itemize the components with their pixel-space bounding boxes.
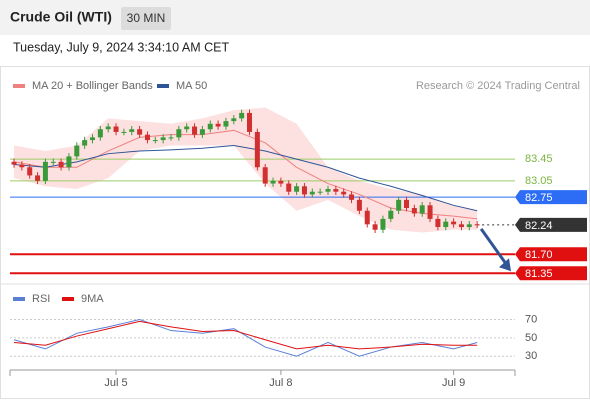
candle-body xyxy=(317,191,323,193)
candle-body xyxy=(286,183,292,192)
forecast-arrow xyxy=(479,227,509,267)
candle-body xyxy=(239,112,245,119)
interval-badge xyxy=(121,7,171,30)
candle-body xyxy=(466,224,472,228)
legend-swatch xyxy=(13,297,25,301)
candle-body xyxy=(254,131,260,168)
candle-body xyxy=(325,189,331,192)
candle-body xyxy=(27,167,33,176)
timestamp: Tuesday, July 9, 2024 3:34:10 AM CET xyxy=(13,40,229,54)
candle-body xyxy=(11,161,17,165)
candle-body xyxy=(349,194,355,200)
candle-body xyxy=(388,210,394,219)
x-tick-label: Jul 8 xyxy=(269,377,292,389)
candle-body xyxy=(309,191,315,195)
candle-body xyxy=(443,221,449,228)
legend-label: 9MA xyxy=(81,293,104,305)
level-label: 83.05 xyxy=(525,175,553,187)
candle-body xyxy=(168,137,174,139)
level-tag xyxy=(515,247,587,262)
candle-body xyxy=(458,224,464,228)
title: Crude Oil (WTI) xyxy=(10,9,112,25)
level-label: 81.70 xyxy=(525,249,553,261)
legend-swatch xyxy=(157,84,169,88)
candle-body xyxy=(74,145,80,157)
candle-body xyxy=(474,224,480,226)
legend-swatch xyxy=(62,297,74,301)
candle-body xyxy=(247,112,252,132)
candle-body xyxy=(160,137,166,141)
candle-body xyxy=(176,129,182,138)
candle-body xyxy=(105,126,111,130)
candle-body xyxy=(341,191,347,195)
candle-body xyxy=(262,167,268,184)
candle-body xyxy=(199,129,205,135)
y-tick-label: 70 xyxy=(525,313,537,325)
candle-body xyxy=(215,123,221,127)
x-tick-label: Jul 9 xyxy=(442,377,465,389)
candle-body xyxy=(231,118,237,122)
candle-body xyxy=(270,180,276,184)
candle-body xyxy=(129,129,135,132)
candle-body xyxy=(301,186,307,195)
candle-body xyxy=(294,186,300,192)
candle-body xyxy=(207,123,213,130)
candle-body xyxy=(192,126,198,135)
candle-body xyxy=(396,199,402,211)
candle-body xyxy=(19,164,25,168)
candle-body xyxy=(66,156,72,168)
level-tag xyxy=(515,190,587,205)
candle-body xyxy=(404,199,409,209)
candle-body xyxy=(35,175,41,181)
legend-label: MA 20 + Bollinger Bands xyxy=(32,80,153,92)
candle-body xyxy=(152,140,158,142)
candle-body xyxy=(380,218,386,230)
candle-body xyxy=(364,210,370,225)
header-bar xyxy=(0,0,590,35)
candle-body xyxy=(451,221,457,225)
candle-body xyxy=(435,218,441,228)
candle-body xyxy=(144,134,150,141)
candle-body xyxy=(50,161,56,163)
y-tick-label: 50 xyxy=(525,332,537,344)
candle-body xyxy=(372,224,378,230)
candle-body xyxy=(356,199,362,211)
candle-body xyxy=(427,205,433,219)
indicator-line xyxy=(13,320,478,350)
candle-body xyxy=(411,208,417,214)
candle-body xyxy=(82,140,88,146)
level-tag xyxy=(515,217,587,232)
y-tick-label: 30 xyxy=(525,350,537,362)
legend-label: RSI xyxy=(32,293,50,305)
legend-swatch xyxy=(13,84,25,88)
candle-body xyxy=(137,129,143,135)
moving-average xyxy=(13,145,478,212)
candle-body xyxy=(113,126,119,132)
level-tag xyxy=(515,266,587,281)
credit: Research © 2024 Trading Central xyxy=(416,80,580,92)
candle-body xyxy=(184,126,190,130)
level-label: 81.35 xyxy=(525,268,553,280)
forecast-arrowhead xyxy=(499,258,511,272)
candle-body xyxy=(90,137,95,141)
candle-body xyxy=(121,131,127,133)
legend-label: MA 50 xyxy=(176,80,207,92)
x-tick-label: Jul 5 xyxy=(104,377,127,389)
level-label: 82.75 xyxy=(525,192,553,204)
candle-body xyxy=(97,129,103,138)
interval: 30 MIN xyxy=(127,11,166,25)
candle-body xyxy=(419,205,425,214)
indicator-line xyxy=(13,319,478,357)
bollinger-band xyxy=(14,107,478,233)
candle-body xyxy=(333,189,339,192)
level-label: 82.24 xyxy=(525,220,553,232)
candle-body xyxy=(278,180,284,184)
candle-body xyxy=(58,161,64,168)
candle-body xyxy=(223,121,229,127)
candle-body xyxy=(42,161,48,181)
level-label: 83.45 xyxy=(525,153,553,165)
